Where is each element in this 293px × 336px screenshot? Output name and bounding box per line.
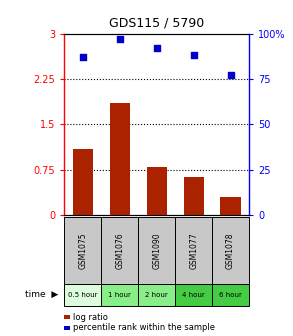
- Text: GSM1090: GSM1090: [152, 232, 161, 269]
- Text: 0.5 hour: 0.5 hour: [68, 292, 98, 298]
- Title: GDS115 / 5790: GDS115 / 5790: [109, 17, 205, 30]
- Point: [154, 45, 159, 51]
- Text: time  ▶: time ▶: [25, 290, 59, 299]
- Text: GSM1078: GSM1078: [226, 232, 235, 268]
- Text: GSM1077: GSM1077: [189, 232, 198, 269]
- Bar: [183, 177, 204, 215]
- Point: [81, 54, 85, 60]
- Point: [228, 73, 233, 78]
- Bar: [146, 167, 167, 215]
- Text: 2 hour: 2 hour: [145, 292, 168, 298]
- Text: log ratio: log ratio: [73, 312, 108, 322]
- Text: GSM1075: GSM1075: [79, 232, 87, 269]
- Text: 4 hour: 4 hour: [182, 292, 205, 298]
- Text: 6 hour: 6 hour: [219, 292, 242, 298]
- Bar: [110, 103, 130, 215]
- Bar: [73, 149, 93, 215]
- Text: percentile rank within the sample: percentile rank within the sample: [73, 323, 215, 332]
- Point: [191, 53, 196, 58]
- Point: [117, 36, 122, 42]
- Bar: [220, 197, 241, 215]
- Text: GSM1076: GSM1076: [115, 232, 124, 269]
- Text: 1 hour: 1 hour: [108, 292, 131, 298]
